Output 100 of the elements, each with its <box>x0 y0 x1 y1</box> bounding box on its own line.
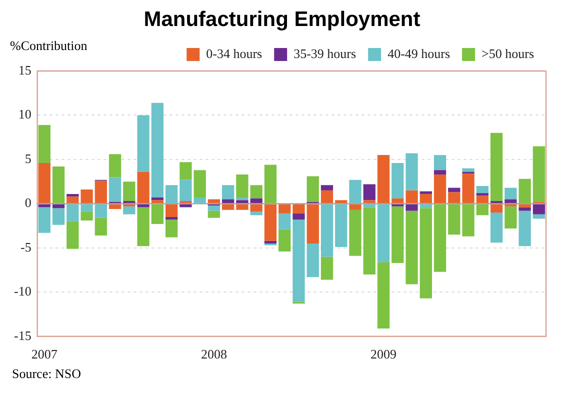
bar <box>208 205 220 211</box>
bar <box>363 200 376 204</box>
x-tick-label: 2008 <box>200 346 227 362</box>
bar <box>278 213 291 230</box>
bar <box>66 204 79 222</box>
bar <box>518 207 531 211</box>
y-tick-label: 10 <box>18 106 32 122</box>
bar <box>392 206 404 263</box>
source-note: Source: NSO <box>12 366 82 382</box>
chart-title: Manufacturing Employment <box>142 8 422 32</box>
bar <box>532 204 546 214</box>
y-tick-label: -5 <box>20 239 32 254</box>
bar <box>165 185 178 204</box>
bar <box>518 178 531 204</box>
bar <box>476 204 488 216</box>
bar <box>151 198 164 200</box>
bar <box>94 204 107 218</box>
bar <box>490 212 503 243</box>
bar <box>363 207 376 274</box>
bar <box>236 200 248 204</box>
bar <box>306 204 319 244</box>
bar <box>490 132 503 202</box>
bar <box>406 204 418 211</box>
bar <box>222 204 234 210</box>
y-tick-label: 15 <box>18 62 32 78</box>
y-tick-label: -15 <box>14 328 32 343</box>
bar <box>292 213 305 220</box>
bar <box>462 204 474 236</box>
bar <box>264 240 277 244</box>
bar <box>420 191 432 194</box>
bar <box>108 154 122 178</box>
bar <box>208 210 220 218</box>
bar <box>250 212 262 216</box>
x-tick-label: 2009 <box>370 346 397 362</box>
bar <box>518 210 531 246</box>
bar <box>377 262 390 328</box>
bar <box>165 220 178 238</box>
bar <box>320 204 334 257</box>
bar <box>278 229 291 252</box>
bar <box>532 146 546 202</box>
bar <box>462 168 474 172</box>
bar <box>434 170 446 175</box>
bar <box>108 204 122 210</box>
bar <box>392 163 404 198</box>
bar <box>52 208 65 225</box>
bar <box>38 204 50 208</box>
bar <box>222 185 234 200</box>
bar <box>406 153 418 190</box>
bar <box>137 207 150 246</box>
bar <box>80 204 93 212</box>
bar <box>335 200 348 204</box>
bar <box>306 244 319 278</box>
bar <box>377 204 390 262</box>
bar <box>123 182 136 202</box>
bar <box>320 190 334 204</box>
bar <box>250 204 262 212</box>
bar <box>406 210 418 284</box>
bar <box>250 185 262 198</box>
bar <box>363 184 376 200</box>
bar <box>94 180 107 204</box>
bar <box>448 204 460 235</box>
bar <box>38 207 50 233</box>
bar <box>349 210 362 256</box>
bar <box>66 221 79 249</box>
bar <box>80 212 93 221</box>
bar <box>349 204 362 210</box>
legend-label: 0-34 hours <box>206 46 262 61</box>
bar <box>165 216 178 220</box>
bar <box>38 124 50 164</box>
bar <box>137 204 150 208</box>
bar <box>434 174 446 204</box>
bar <box>306 176 319 202</box>
bar <box>320 185 334 190</box>
bar <box>236 204 248 210</box>
bar <box>108 177 122 202</box>
bar <box>406 190 418 204</box>
bar <box>504 188 517 200</box>
bar <box>363 204 376 208</box>
bar <box>420 208 432 298</box>
bar <box>504 206 517 228</box>
y-axis-title: %Contribution <box>10 38 88 54</box>
x-tick-label: 2007 <box>31 346 58 362</box>
legend-label: 35-39 hours <box>294 46 356 61</box>
y-tick-label: 5 <box>24 150 32 166</box>
y-tick-label: 0 <box>24 195 32 210</box>
bar <box>476 186 488 194</box>
bar <box>66 194 79 197</box>
bar <box>123 206 136 214</box>
bar <box>94 218 107 236</box>
bar <box>52 204 65 208</box>
bar <box>448 192 460 204</box>
bar <box>420 204 432 208</box>
y-tick-label: -10 <box>14 284 32 299</box>
bar <box>335 204 348 248</box>
bar <box>462 174 474 204</box>
bar <box>180 204 192 208</box>
bar <box>278 204 291 214</box>
bar <box>490 204 503 213</box>
bar <box>151 204 164 224</box>
bar <box>434 204 446 272</box>
